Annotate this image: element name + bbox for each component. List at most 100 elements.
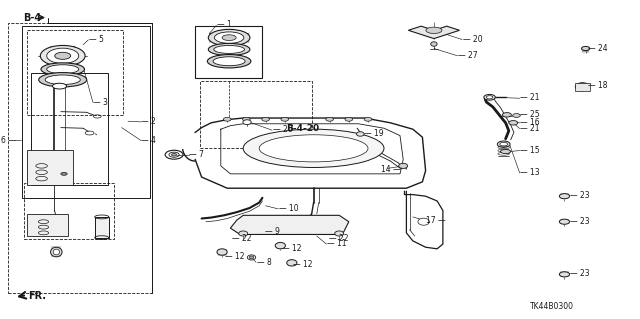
Ellipse shape xyxy=(249,256,254,259)
Text: — 16: — 16 xyxy=(520,118,540,127)
Ellipse shape xyxy=(579,84,586,89)
Bar xyxy=(200,81,312,148)
Ellipse shape xyxy=(223,117,231,121)
Ellipse shape xyxy=(281,117,289,121)
Ellipse shape xyxy=(287,260,297,266)
Ellipse shape xyxy=(262,117,269,121)
Ellipse shape xyxy=(217,249,227,255)
Text: — 22: — 22 xyxy=(329,234,348,243)
Text: B-4: B-4 xyxy=(23,12,41,23)
Ellipse shape xyxy=(52,83,67,89)
Ellipse shape xyxy=(38,73,87,87)
Ellipse shape xyxy=(209,43,250,56)
Bar xyxy=(95,217,109,238)
Bar xyxy=(195,26,262,78)
Text: B-4-20: B-4-20 xyxy=(286,124,319,133)
Ellipse shape xyxy=(40,45,85,66)
Text: — 11: — 11 xyxy=(327,239,346,248)
Ellipse shape xyxy=(399,163,408,168)
Ellipse shape xyxy=(53,249,60,255)
Ellipse shape xyxy=(559,194,570,199)
Ellipse shape xyxy=(582,46,590,51)
Text: — 3: — 3 xyxy=(93,98,108,107)
Text: — 15: — 15 xyxy=(520,146,540,155)
Ellipse shape xyxy=(326,117,333,121)
Ellipse shape xyxy=(213,57,245,66)
Ellipse shape xyxy=(172,153,177,156)
Ellipse shape xyxy=(513,114,520,117)
Ellipse shape xyxy=(497,141,510,147)
Text: — 23: — 23 xyxy=(570,269,589,278)
Polygon shape xyxy=(230,215,349,234)
Ellipse shape xyxy=(426,27,442,33)
Ellipse shape xyxy=(207,55,251,68)
Text: — 23: — 23 xyxy=(570,217,589,226)
Text: 17 —: 17 — xyxy=(426,216,446,225)
Text: — 27: — 27 xyxy=(458,51,478,60)
Bar xyxy=(575,83,590,91)
Text: — 12: — 12 xyxy=(282,244,301,253)
Text: — 21: — 21 xyxy=(520,124,540,133)
Text: — 13: — 13 xyxy=(520,168,540,177)
Ellipse shape xyxy=(239,231,248,236)
Text: — 19: — 19 xyxy=(364,129,384,137)
Ellipse shape xyxy=(345,117,353,121)
Bar xyxy=(8,23,152,293)
Text: — 4: — 4 xyxy=(141,136,156,145)
Text: 14 —: 14 — xyxy=(381,165,401,174)
Text: — 18: — 18 xyxy=(588,81,607,90)
Ellipse shape xyxy=(275,242,285,249)
Ellipse shape xyxy=(214,45,244,54)
Ellipse shape xyxy=(486,96,493,99)
Ellipse shape xyxy=(418,218,429,225)
Text: — 10: — 10 xyxy=(279,204,299,213)
Bar xyxy=(22,26,150,198)
Text: — 22: — 22 xyxy=(232,234,252,243)
Ellipse shape xyxy=(500,142,508,146)
Ellipse shape xyxy=(431,42,437,46)
Text: — 12: — 12 xyxy=(293,260,312,269)
Text: — 7: — 7 xyxy=(189,150,204,159)
Ellipse shape xyxy=(209,29,250,46)
Text: — 26: — 26 xyxy=(273,125,292,134)
Ellipse shape xyxy=(243,120,252,125)
Bar xyxy=(27,30,123,115)
Ellipse shape xyxy=(222,35,236,41)
Ellipse shape xyxy=(559,219,570,224)
Ellipse shape xyxy=(61,172,67,175)
Text: TK44B0300: TK44B0300 xyxy=(530,302,574,311)
Bar xyxy=(27,214,68,236)
Bar xyxy=(24,183,114,239)
Ellipse shape xyxy=(500,149,511,154)
Text: — 23: — 23 xyxy=(570,191,589,200)
Ellipse shape xyxy=(248,255,256,260)
Ellipse shape xyxy=(55,52,70,59)
Ellipse shape xyxy=(45,75,81,85)
Polygon shape xyxy=(408,26,460,39)
Ellipse shape xyxy=(559,272,570,277)
Text: — 24: — 24 xyxy=(588,44,608,53)
Text: — 9: — 9 xyxy=(265,227,280,236)
Ellipse shape xyxy=(47,65,79,74)
Bar xyxy=(27,150,73,185)
Text: — 8: — 8 xyxy=(257,258,271,267)
Ellipse shape xyxy=(575,83,589,91)
Ellipse shape xyxy=(356,132,364,136)
Ellipse shape xyxy=(509,121,518,125)
Ellipse shape xyxy=(364,117,372,121)
Ellipse shape xyxy=(502,113,511,117)
Ellipse shape xyxy=(41,63,84,76)
Text: — 12: — 12 xyxy=(225,252,244,261)
Ellipse shape xyxy=(243,129,384,167)
Text: — 1: — 1 xyxy=(217,20,232,29)
Text: FR.: FR. xyxy=(28,291,46,301)
Ellipse shape xyxy=(243,117,250,121)
Ellipse shape xyxy=(214,32,244,43)
Bar xyxy=(31,73,108,185)
Text: — 5: — 5 xyxy=(89,35,104,44)
Text: — 20: — 20 xyxy=(463,35,483,44)
Ellipse shape xyxy=(259,135,368,162)
Ellipse shape xyxy=(335,231,344,236)
Ellipse shape xyxy=(51,247,62,257)
Ellipse shape xyxy=(484,94,495,100)
